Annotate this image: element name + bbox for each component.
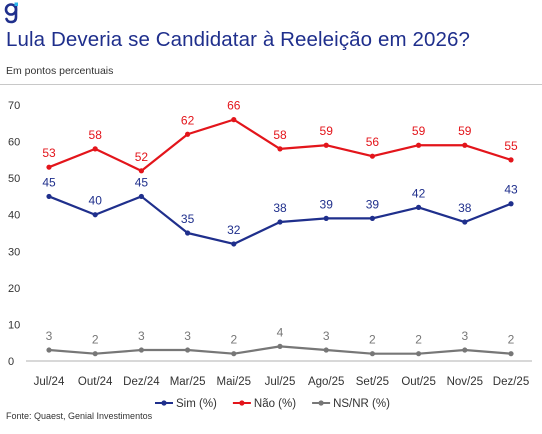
data-point <box>277 343 283 349</box>
chart-subtitle: Em pontos percentuais <box>6 65 114 77</box>
legend-entry: Não (%) <box>254 398 296 410</box>
data-label: 3 <box>461 329 468 343</box>
data-point <box>369 351 375 357</box>
x-tick-label: Mar/25 <box>170 376 206 388</box>
data-point <box>92 351 98 357</box>
x-tick-label: Dez/25 <box>493 376 529 388</box>
data-point <box>323 215 329 221</box>
data-point <box>46 347 52 353</box>
y-tick-label: 20 <box>8 283 20 295</box>
data-point <box>138 193 144 200</box>
data-label: 4 <box>277 325 284 339</box>
data-point <box>231 117 237 123</box>
x-tick-label: Nov/25 <box>447 376 483 388</box>
data-point <box>508 201 514 207</box>
legend-entry: NS/NR (%) <box>333 398 390 410</box>
data-point <box>462 347 468 353</box>
data-point <box>185 347 191 353</box>
data-label: 45 <box>135 175 149 189</box>
data-point <box>185 131 191 137</box>
data-point <box>462 142 468 148</box>
data-point <box>323 347 329 353</box>
data-point <box>277 219 283 225</box>
y-tick-label: 30 <box>8 246 20 258</box>
data-point <box>462 219 468 225</box>
data-point <box>277 146 283 152</box>
y-tick-label: 60 <box>8 137 20 149</box>
legend-entry: Sim (%) <box>176 398 217 410</box>
x-tick-label: Out/24 <box>78 376 113 388</box>
legend-swatch-marker <box>239 400 245 406</box>
data-label: 59 <box>458 124 472 138</box>
x-tick-label: Ago/25 <box>308 376 344 388</box>
data-label: 32 <box>227 223 241 237</box>
data-point <box>46 164 52 170</box>
data-label: 2 <box>369 333 376 347</box>
data-label: 58 <box>89 128 103 142</box>
chart-title: Lula Deveria se Candidatar à Reeleição e… <box>6 28 470 51</box>
data-label: 38 <box>458 201 472 215</box>
data-point <box>416 204 422 210</box>
genial-logo-icon <box>4 2 18 24</box>
legend-swatch-marker <box>318 400 324 406</box>
data-label: 3 <box>184 329 191 343</box>
y-tick-label: 0 <box>8 356 14 368</box>
x-tick-label: Out/25 <box>401 376 436 388</box>
data-label: 2 <box>508 333 515 347</box>
data-point <box>369 215 375 221</box>
data-point <box>508 351 514 357</box>
data-label: 43 <box>504 183 518 197</box>
data-label: 53 <box>42 146 56 160</box>
data-label: 58 <box>273 128 287 142</box>
data-point <box>508 157 514 163</box>
data-label: 39 <box>320 197 334 211</box>
data-label: 62 <box>181 113 195 127</box>
data-label: 52 <box>135 150 149 164</box>
data-label: 39 <box>366 197 380 211</box>
data-point <box>416 142 422 148</box>
legend-swatch-marker <box>161 400 167 406</box>
header-divider <box>0 84 542 85</box>
data-point <box>323 142 329 148</box>
data-point <box>92 146 98 152</box>
x-tick-label: Jul/24 <box>34 376 65 388</box>
data-point <box>369 153 375 159</box>
data-point <box>138 347 144 353</box>
data-label: 2 <box>92 333 99 347</box>
data-point <box>185 230 191 236</box>
data-point <box>46 193 52 200</box>
y-tick-label: 70 <box>8 100 20 112</box>
data-label: 59 <box>412 124 426 138</box>
data-point <box>92 212 98 218</box>
data-label: 35 <box>181 212 195 226</box>
data-label: 40 <box>89 194 103 208</box>
source-note: Fonte: Quaest, Genial Investimentos <box>6 411 153 421</box>
data-label: 2 <box>230 333 237 347</box>
x-tick-label: Set/25 <box>356 376 389 388</box>
data-label: 45 <box>42 175 56 189</box>
data-label: 55 <box>504 139 518 153</box>
x-tick-label: Mai/25 <box>217 376 252 388</box>
data-point <box>231 351 237 357</box>
data-label: 38 <box>273 201 287 215</box>
data-point <box>416 351 422 357</box>
data-label: 42 <box>412 186 426 200</box>
x-tick-label: Jul/25 <box>265 376 296 388</box>
x-tick-label: Dez/24 <box>123 376 160 388</box>
data-label: 3 <box>323 329 330 343</box>
data-label: 59 <box>320 124 334 138</box>
y-tick-label: 50 <box>8 173 20 185</box>
data-label: 2 <box>415 333 422 347</box>
data-point <box>231 241 237 247</box>
y-tick-label: 10 <box>8 319 20 331</box>
data-label: 56 <box>366 135 380 149</box>
data-label: 3 <box>46 329 53 343</box>
y-tick-label: 40 <box>8 210 20 222</box>
data-label: 66 <box>227 99 241 113</box>
data-label: 3 <box>138 329 145 343</box>
data-point <box>138 168 144 174</box>
